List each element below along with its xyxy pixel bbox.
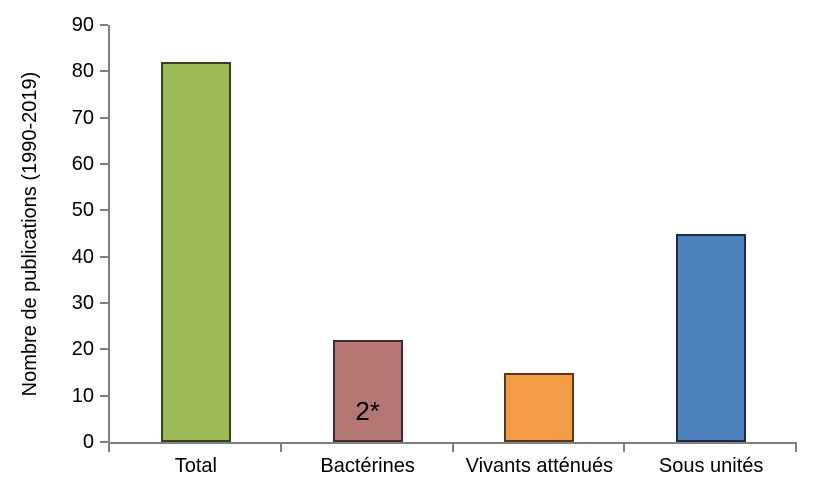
bar-vivants-att-nu-s [504, 372, 575, 442]
y-tick-label: 70 [71, 106, 94, 129]
y-tick-label: 20 [71, 338, 94, 361]
y-tick-mark [100, 70, 108, 73]
y-tick-mark [100, 441, 108, 443]
y-tick-label: 50 [71, 199, 94, 222]
y-axis-line [108, 25, 110, 444]
y-tick-label: 0 [82, 431, 94, 453]
x-tick-mark [795, 444, 797, 452]
y-tick-mark [100, 302, 108, 304]
bar-value-annotation: 2* [355, 396, 380, 426]
y-tick-mark [100, 209, 108, 212]
y-tick-mark [100, 24, 108, 26]
bar-total [160, 62, 231, 442]
x-tick-mark [623, 444, 626, 452]
y-tick-label: 60 [71, 153, 94, 175]
y-tick-label: 10 [71, 384, 94, 407]
x-tick-mark [108, 444, 110, 452]
y-tick-mark [100, 348, 108, 351]
x-axis-line [108, 442, 797, 444]
category-label: Bactérines [320, 455, 415, 477]
y-tick-mark [100, 255, 108, 258]
category-label: Total [174, 455, 217, 477]
y-tick-label: 80 [71, 60, 94, 83]
y-tick-label: 90 [71, 14, 94, 36]
x-tick-mark [451, 444, 454, 452]
category-label: Sous unités [658, 455, 764, 477]
y-tick-label: 30 [71, 292, 94, 314]
bar-sous-unit-s [676, 233, 747, 442]
y-tick-mark [100, 116, 108, 119]
x-tick-mark [279, 444, 282, 452]
bar-bact-rines [332, 340, 403, 442]
y-tick-mark [100, 394, 108, 397]
y-tick-mark [100, 163, 108, 165]
category-label: Vivants atténués [465, 455, 614, 477]
y-tick-label: 40 [71, 245, 94, 268]
